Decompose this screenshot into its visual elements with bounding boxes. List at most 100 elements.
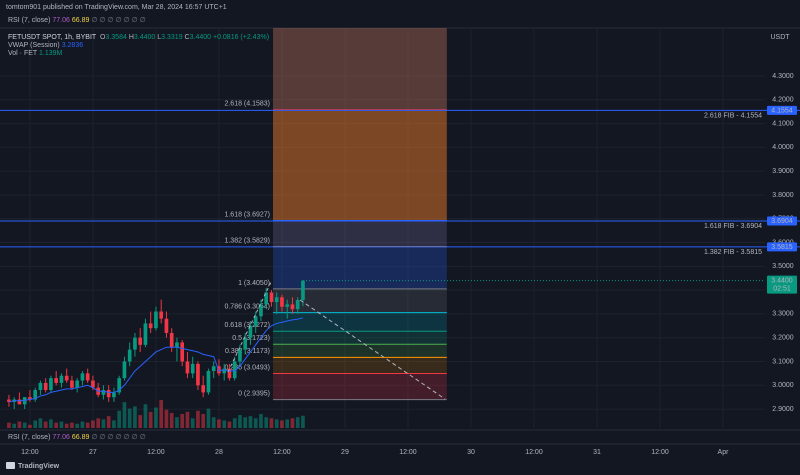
volume-bar (280, 420, 284, 428)
rsi-signal: 66.89 (72, 434, 90, 441)
price-tag-label: 3.6904 (771, 218, 793, 225)
candle-body (196, 363, 200, 386)
volume-bar (138, 415, 143, 428)
candle-body (259, 304, 263, 317)
x-tick-label: 12:00 (273, 449, 291, 456)
rsi-label: RSI (7, close) (8, 434, 50, 441)
volume-bar (301, 415, 305, 428)
volume-bar (185, 411, 190, 428)
rsi-placeholders: ∅ ∅ ∅ ∅ ∅ ∅ ∅ (91, 434, 145, 441)
footer-logo: TradingView (6, 462, 60, 470)
horizontal-line-label: 1.618 FIB - 3.6904 (704, 223, 762, 230)
volume-bar (28, 424, 32, 428)
volume-bar (7, 422, 11, 428)
candle-body (133, 337, 137, 350)
volume-bar (222, 420, 227, 428)
rsi-placeholders: ∅ ∅ ∅ ∅ ∅ ∅ ∅ (91, 17, 145, 24)
price-tag-label: 4.1554 (771, 107, 793, 114)
candle-body (206, 370, 211, 393)
candle-body (180, 342, 185, 362)
volume-bar (112, 420, 116, 428)
candle-body (253, 316, 258, 326)
candle-body (54, 378, 59, 383)
y-tick-label: 4.0000 (772, 144, 794, 151)
volume-bar (38, 418, 43, 428)
candle-body (169, 332, 174, 348)
ohlc-value: 3.3319 (161, 34, 183, 41)
candle-body (148, 323, 153, 329)
fib-zone (273, 357, 447, 374)
candle-body (222, 368, 227, 374)
volume-bar (217, 419, 221, 428)
volume-bar (154, 407, 158, 428)
y-tick-label: 3.1000 (772, 358, 794, 365)
y-tick-label: 3.0000 (772, 382, 794, 389)
fib-level-label: 0.382 (3.1173) (225, 348, 270, 355)
volume-bar (201, 414, 206, 428)
ohlc-label: C (185, 34, 190, 41)
fib-level-label: 0.5 (3.1723) (232, 335, 270, 342)
volume-bar (101, 419, 106, 428)
rsi-value: 77.06 (52, 17, 70, 24)
fib-trend-line (227, 279, 273, 373)
vwap-legend: VWAP (Session) 3.2836 (8, 42, 83, 49)
volume-bar (248, 416, 253, 428)
candle-body (227, 368, 232, 379)
fib-level-label: 0 (2.9395) (238, 391, 270, 398)
volume-bar (206, 408, 211, 428)
volume-bar (133, 406, 137, 428)
volume-bar (264, 417, 269, 428)
y-tick-label: 3.2000 (772, 335, 794, 342)
volume-bar (127, 408, 132, 428)
candle-body (138, 337, 143, 345)
candle-body (185, 361, 190, 374)
candle-body (175, 342, 179, 348)
plot-area: 0 (2.9395) 0.236 (3.0493) 0.382 (3.1173) 0.… (0, 28, 800, 428)
volume-bar (169, 412, 174, 428)
fib-level-label: 1.618 (3.6927) (224, 211, 270, 218)
x-tick-label: 28 (215, 449, 223, 456)
price-tag-label: 3.5815 (771, 244, 793, 251)
volume-bar (274, 419, 279, 428)
volume-bar (17, 421, 22, 428)
price-tag (767, 242, 797, 252)
volume-bar (59, 421, 64, 428)
candle-body (290, 304, 295, 310)
volume-bar (96, 418, 101, 428)
volume-bar (196, 410, 200, 428)
vwap-label: VWAP (Session) (8, 42, 60, 49)
candle-body (248, 325, 253, 338)
candle-body (43, 382, 48, 391)
candle-body (85, 373, 90, 381)
rsi-value: 77.06 (52, 434, 70, 441)
fib-level-label: 1 (3.4050) (238, 280, 270, 287)
volume-bar (175, 417, 179, 428)
fib-level-label: 0.236 (3.0493) (224, 364, 270, 371)
y-tick-label: 3.5000 (772, 263, 794, 270)
candle-body (232, 361, 237, 379)
fib-zone (273, 312, 447, 332)
volume-bar (75, 423, 80, 428)
candle-body (33, 390, 38, 400)
last-price-label: 3.4400 (771, 277, 793, 284)
candle-body (80, 373, 85, 381)
rsi-label: RSI (7, close) (8, 17, 50, 24)
price-tag (767, 105, 797, 115)
volume-bar (164, 409, 169, 428)
candle-body (122, 361, 127, 379)
candle-body (264, 292, 269, 305)
candle-body (101, 390, 106, 395)
volume-bar (269, 418, 274, 428)
x-tick-label: 12:00 (21, 449, 39, 456)
fib-zone (273, 109, 447, 221)
last-price-tag (767, 275, 797, 294)
candle-body (106, 390, 111, 398)
volume-bar (70, 422, 74, 428)
volume-bar (290, 418, 295, 428)
volume-bar (12, 423, 17, 428)
candle-body (243, 337, 248, 350)
candle-body (280, 297, 284, 307)
volume-bar (43, 421, 48, 428)
volume-bar (143, 404, 148, 428)
candle-body (38, 382, 43, 391)
